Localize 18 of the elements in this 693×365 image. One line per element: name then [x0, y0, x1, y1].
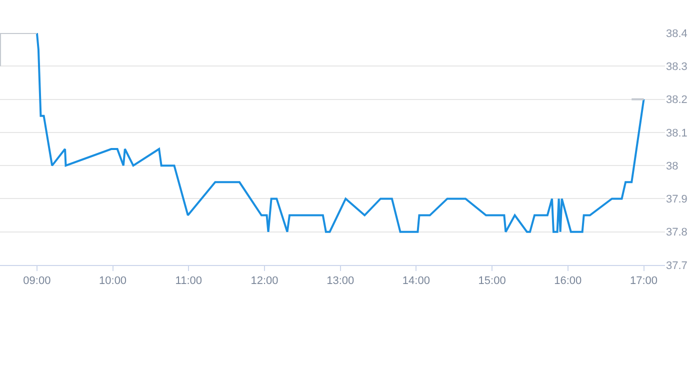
x-tick-label: 11:00	[175, 275, 202, 288]
x-tick-label: 12:00	[250, 275, 278, 288]
y-tick-label: 37.8	[666, 226, 688, 239]
y-tick-label: 37.7	[666, 260, 688, 272]
x-tick-label: 09:00	[23, 275, 51, 288]
line-series	[36, 33, 645, 233]
y-tick-label: 38.3	[666, 60, 688, 73]
x-tick-label: 16:00	[554, 275, 582, 288]
x-tick-label: 13:00	[326, 275, 354, 288]
x-tick-label: 14:00	[402, 275, 430, 288]
x-tick-label: 17:00	[630, 275, 658, 288]
y-tick-label: 38.4	[666, 28, 688, 40]
y-tick-label: 38.1	[666, 127, 688, 140]
y-tick-label: 38.2	[666, 94, 688, 106]
x-tick-label: 15:00	[478, 275, 506, 288]
x-tick-label: 10:00	[99, 275, 127, 288]
y-tick-label: 38	[666, 160, 678, 172]
y-tick-label: 37.9	[666, 194, 688, 206]
